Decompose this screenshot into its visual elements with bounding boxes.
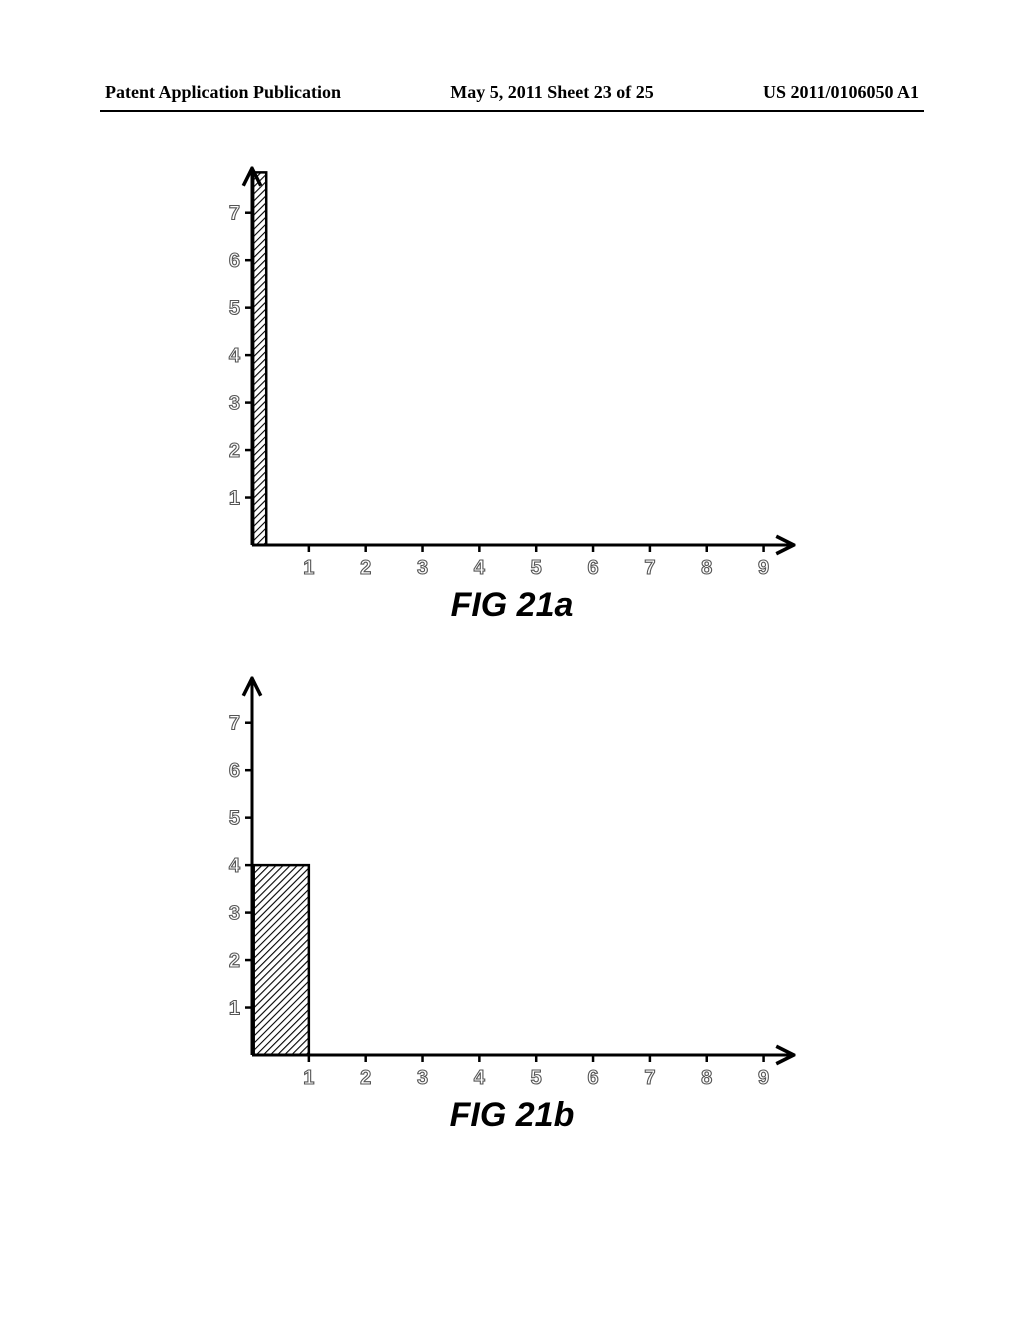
svg-text:3: 3 xyxy=(229,393,240,415)
svg-text:7: 7 xyxy=(644,557,655,579)
svg-text:3: 3 xyxy=(417,557,428,579)
svg-text:7: 7 xyxy=(229,203,240,225)
svg-text:1: 1 xyxy=(229,998,240,1020)
svg-text:4: 4 xyxy=(229,855,241,877)
header-left-text: Patent Application Publication xyxy=(105,82,341,103)
svg-text:5: 5 xyxy=(229,298,240,320)
svg-text:8: 8 xyxy=(701,557,712,579)
svg-text:6: 6 xyxy=(587,557,598,579)
header-center-text: May 5, 2011 Sheet 23 of 25 xyxy=(450,82,653,103)
svg-text:7: 7 xyxy=(644,1067,655,1089)
figure-21b: 1 2 3 4 5 6 7 1 2 3 4 5 6 7 8 9 FIG 21b xyxy=(0,660,1024,1135)
svg-text:4: 4 xyxy=(474,1067,486,1089)
svg-text:7: 7 xyxy=(229,713,240,735)
svg-text:2: 2 xyxy=(360,557,371,579)
svg-text:5: 5 xyxy=(229,808,240,830)
figure-21a-plot: 1 2 3 4 5 6 7 1 2 3 4 5 6 7 8 9 xyxy=(212,150,812,580)
svg-text:1: 1 xyxy=(229,488,240,510)
svg-text:9: 9 xyxy=(758,1067,769,1089)
svg-text:6: 6 xyxy=(229,250,240,272)
svg-text:2: 2 xyxy=(229,440,240,462)
svg-text:1: 1 xyxy=(303,557,314,579)
svg-text:4: 4 xyxy=(229,345,241,367)
page-header: Patent Application Publication May 5, 20… xyxy=(105,82,919,103)
svg-text:6: 6 xyxy=(587,1067,598,1089)
svg-text:2: 2 xyxy=(229,950,240,972)
header-right-text: US 2011/0106050 A1 xyxy=(763,82,919,103)
svg-text:8: 8 xyxy=(701,1067,712,1089)
svg-text:3: 3 xyxy=(229,903,240,925)
svg-text:4: 4 xyxy=(474,557,486,579)
svg-text:9: 9 xyxy=(758,557,769,579)
svg-text:5: 5 xyxy=(531,1067,542,1089)
svg-text:1: 1 xyxy=(303,1067,314,1089)
figure-21b-plot: 1 2 3 4 5 6 7 1 2 3 4 5 6 7 8 9 xyxy=(212,660,812,1090)
svg-text:6: 6 xyxy=(229,760,240,782)
svg-text:3: 3 xyxy=(417,1067,428,1089)
header-rule xyxy=(100,110,924,112)
figure-21a: 1 2 3 4 5 6 7 1 2 3 4 5 6 7 8 9 FIG 21a xyxy=(0,150,1024,625)
svg-text:5: 5 xyxy=(531,557,542,579)
svg-text:2: 2 xyxy=(360,1067,371,1089)
figure-21b-caption: FIG 21b xyxy=(450,1096,575,1135)
page: Patent Application Publication May 5, 20… xyxy=(0,0,1024,1320)
figure-21a-caption: FIG 21a xyxy=(451,586,574,625)
